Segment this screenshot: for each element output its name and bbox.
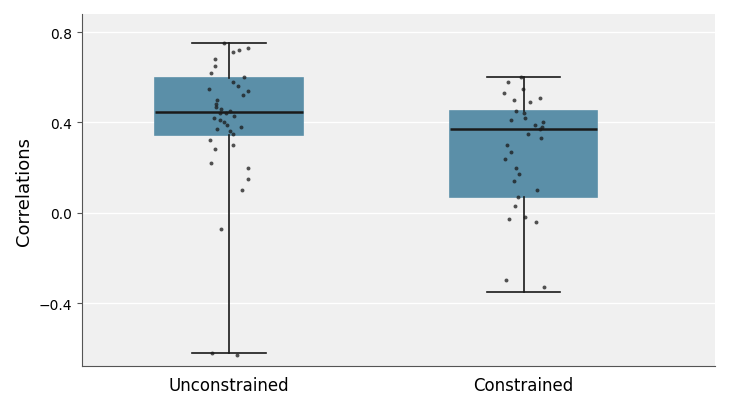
Point: [215, 226, 227, 232]
Point: [209, 57, 220, 63]
Point: [237, 93, 249, 99]
Point: [215, 117, 226, 124]
Point: [224, 108, 236, 115]
Point: [512, 194, 523, 201]
Point: [502, 79, 514, 86]
Point: [531, 187, 543, 194]
Point: [537, 120, 549, 126]
PathPatch shape: [155, 79, 303, 135]
PathPatch shape: [450, 112, 597, 198]
Point: [535, 136, 547, 142]
Point: [215, 106, 227, 113]
Point: [221, 122, 233, 128]
Point: [224, 129, 236, 135]
Point: [227, 131, 239, 137]
Point: [534, 126, 546, 133]
Point: [220, 111, 232, 117]
Point: [232, 84, 244, 90]
Point: [529, 122, 541, 128]
Point: [536, 124, 548, 131]
Point: [508, 178, 520, 185]
Point: [242, 45, 253, 52]
Point: [235, 124, 247, 131]
Point: [501, 142, 512, 149]
Point: [520, 214, 531, 221]
Point: [233, 48, 245, 54]
Point: [227, 79, 239, 86]
Point: [205, 70, 217, 77]
Point: [515, 75, 527, 81]
Point: [500, 278, 512, 284]
Point: [508, 97, 520, 104]
Point: [210, 102, 222, 108]
Point: [520, 115, 531, 122]
Point: [204, 138, 216, 144]
Point: [509, 203, 520, 210]
Point: [231, 352, 242, 358]
Point: [518, 111, 530, 117]
Point: [530, 219, 542, 225]
Point: [210, 104, 222, 110]
Point: [510, 108, 522, 115]
Point: [505, 149, 517, 156]
Point: [499, 156, 511, 162]
Point: [238, 75, 250, 81]
Point: [228, 113, 239, 119]
Point: [510, 165, 522, 171]
Point: [513, 172, 525, 178]
Point: [208, 115, 220, 122]
Point: [228, 142, 239, 149]
Point: [504, 117, 516, 124]
Point: [499, 90, 510, 97]
Point: [534, 95, 546, 101]
Point: [207, 350, 218, 356]
Point: [242, 165, 253, 171]
Point: [242, 88, 254, 95]
Point: [503, 217, 515, 223]
Point: [218, 120, 229, 126]
Point: [524, 99, 536, 106]
Point: [215, 111, 226, 117]
Point: [211, 126, 223, 133]
Point: [209, 63, 220, 70]
Point: [210, 147, 221, 153]
Point: [236, 187, 247, 194]
Y-axis label: Correlations: Correlations: [15, 136, 33, 245]
Point: [522, 131, 534, 137]
Point: [538, 284, 550, 291]
Point: [518, 86, 529, 92]
Point: [212, 97, 223, 104]
Point: [218, 41, 230, 47]
Point: [227, 50, 239, 56]
Point: [204, 86, 215, 92]
Point: [205, 160, 217, 167]
Point: [242, 176, 254, 183]
